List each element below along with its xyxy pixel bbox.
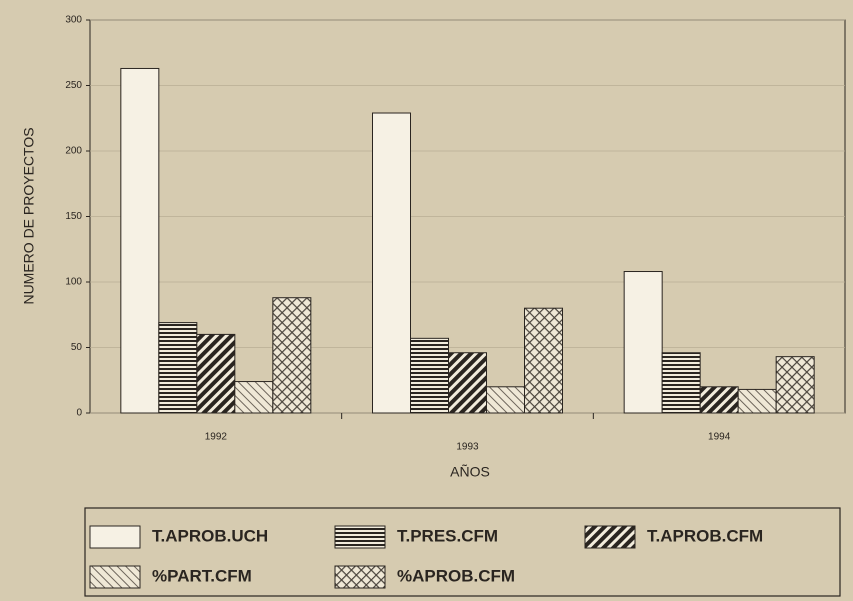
legend-label: T.PRES.CFM (397, 526, 498, 545)
legend-label: T.APROB.UCH (152, 526, 268, 545)
legend-swatch (89, 565, 141, 589)
legend-label: %APROB.CFM (397, 566, 515, 585)
legend-swatch (89, 525, 141, 549)
bar (372, 112, 411, 414)
bar (196, 333, 236, 414)
x-tick-label: 1993 (456, 442, 479, 453)
legend-swatch (584, 525, 636, 549)
bar (486, 386, 525, 414)
bar (272, 297, 312, 414)
bar (524, 307, 563, 414)
legend-label: T.APROB.CFM (647, 526, 763, 545)
legend-swatch (334, 565, 386, 589)
x-tick-label: 1992 (205, 432, 228, 443)
x-axis-title: AÑOS (450, 464, 490, 480)
y-tick-label: 100 (65, 277, 82, 288)
legend-swatch (334, 525, 386, 549)
bar (234, 381, 274, 414)
bar (699, 386, 739, 414)
y-tick-label: 50 (71, 342, 83, 353)
y-tick-label: 150 (65, 211, 82, 222)
bar (661, 352, 701, 414)
legend-label: %PART.CFM (152, 566, 252, 585)
bar (775, 356, 815, 414)
legend-box (84, 507, 841, 597)
bar (448, 352, 487, 414)
bar (158, 322, 198, 414)
x-tick-label: 1994 (708, 432, 731, 443)
y-tick-label: 200 (65, 146, 82, 157)
y-tick-label: 250 (65, 80, 82, 91)
bar (623, 271, 663, 414)
bar (120, 67, 160, 414)
y-tick-label: 0 (76, 408, 82, 419)
y-axis-title: NUMERO DE PROYECTOS (21, 127, 37, 304)
y-tick-label: 300 (65, 15, 82, 26)
bar (737, 388, 777, 414)
bar (410, 337, 449, 414)
